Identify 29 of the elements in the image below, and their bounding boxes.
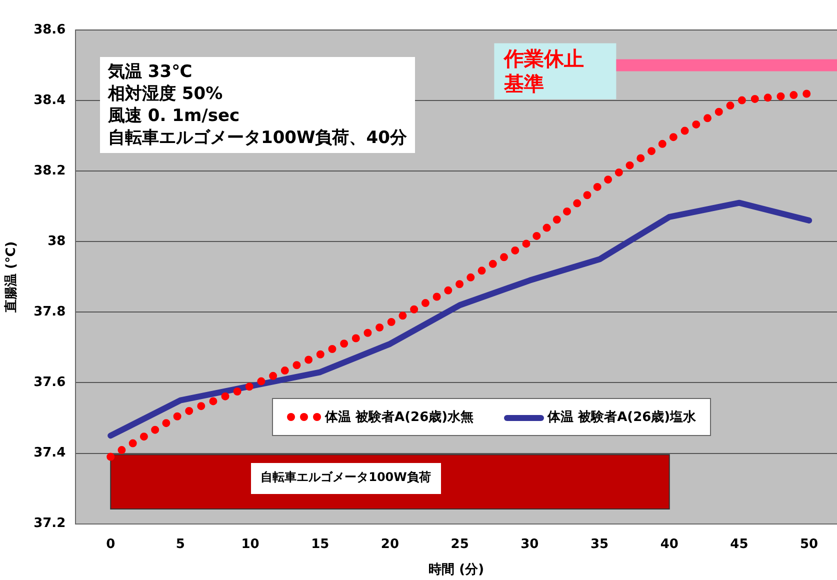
x-tick-label: 35 — [590, 536, 609, 552]
y-axis-title: 直腸温 (℃) — [4, 241, 20, 314]
legend-label: 体温 被験者A(26歳)塩水 — [546, 409, 696, 426]
x-tick-label: 45 — [730, 536, 748, 552]
y-tick-label: 38 — [48, 234, 66, 250]
band-label: 自転車エルゴメータ100W負荷 — [250, 462, 441, 494]
y-tick-label: 37.4 — [34, 446, 66, 461]
y-tick-label: 37.6 — [34, 375, 66, 390]
annotation: 気温 33℃ — [108, 61, 194, 83]
x-tick-label: 10 — [241, 536, 260, 552]
y-tick-label: 38.2 — [34, 163, 66, 178]
x-axis-title: 時間 (分) — [428, 562, 484, 578]
x-tick-label: 0 — [106, 536, 116, 552]
ref-line-label: 作業休止基準 — [503, 46, 584, 96]
legend-label: 体温 被験者A(26歳)水無 — [324, 409, 474, 426]
x-tick-label: 25 — [450, 536, 469, 552]
x-tick-label: 5 — [176, 536, 185, 552]
x-tick-label: 50 — [800, 536, 818, 552]
x-tick-label: 30 — [520, 536, 539, 552]
x-tick-label: 15 — [311, 536, 330, 552]
y-tick-label: 37.8 — [34, 304, 66, 320]
annotation: 相対湿度 50% — [108, 83, 224, 105]
x-tick-label: 40 — [660, 536, 678, 552]
annotation: 自転車エルゴメータ100W負荷、40分 — [108, 127, 407, 149]
y-tick-label: 37.2 — [34, 516, 66, 532]
x-tick-label: 20 — [380, 536, 400, 552]
y-tick-label: 38.4 — [34, 92, 66, 108]
annotation: 風速 0. 1m/sec — [108, 105, 241, 127]
y-tick-label: 38.6 — [34, 22, 66, 38]
